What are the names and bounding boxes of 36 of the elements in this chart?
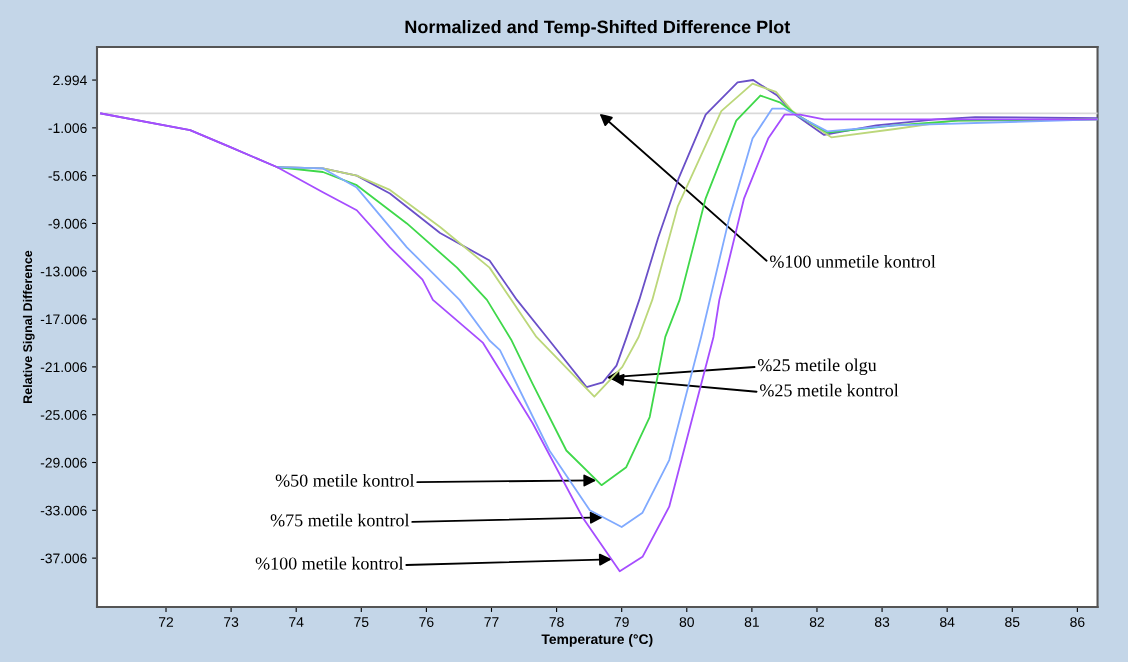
x-tick-label: 85: [1005, 617, 1020, 627]
x-tick-label: 80: [679, 617, 694, 627]
annotation: %25 metile olgu: [757, 358, 877, 375]
chart-title: Normalized and Temp-Shifted Difference Plot: [405, 20, 791, 37]
x-axis-title: Temperature (°C): [541, 633, 653, 647]
x-tick-label: 81: [744, 617, 759, 627]
y-axis-title: Relative Signal Difference: [22, 250, 35, 403]
x-tick-label: 78: [549, 617, 564, 627]
y-tick-label: -5.006: [48, 171, 87, 181]
y-tick-label: -9.006: [48, 218, 87, 229]
y-tick-label: -29.006: [40, 457, 87, 468]
annotation: %75 metile kontrol: [270, 513, 410, 527]
x-tick-label: 84: [940, 617, 955, 627]
y-tick-label: -13.006: [40, 266, 87, 277]
y-tick-label: -1.006: [48, 123, 87, 134]
x-tick-label: 83: [874, 617, 890, 627]
y-tick-label: -37.006: [40, 553, 87, 564]
x-tick-label: 79: [614, 617, 629, 627]
annotation: %100 unmetile kontrol: [769, 254, 936, 268]
y-tick-label: -21.006: [40, 362, 87, 373]
line-series: [100, 112, 1098, 573]
y-tick-label: -17.006: [40, 314, 87, 325]
x-tick-label: 72: [159, 617, 174, 627]
x-tick-label: 76: [419, 617, 434, 627]
x-tick-label: 77: [484, 617, 499, 627]
x-tick-label: 74: [289, 617, 304, 627]
y-tick-label: -33.006: [40, 505, 87, 516]
x-tick-label: 73: [224, 617, 239, 627]
annotation: %50 metile kontrol: [275, 473, 415, 487]
y-tick-label: 2.994: [53, 75, 87, 86]
x-tick-label: 86: [1070, 617, 1085, 627]
annotation: %25 metile kontrol: [759, 383, 899, 397]
x-tick-label: 75: [354, 617, 369, 627]
x-tick-label: 82: [809, 617, 825, 627]
y-tick-label: -25.006: [40, 410, 87, 420]
annotation: %100 metile kontrol: [255, 556, 404, 570]
